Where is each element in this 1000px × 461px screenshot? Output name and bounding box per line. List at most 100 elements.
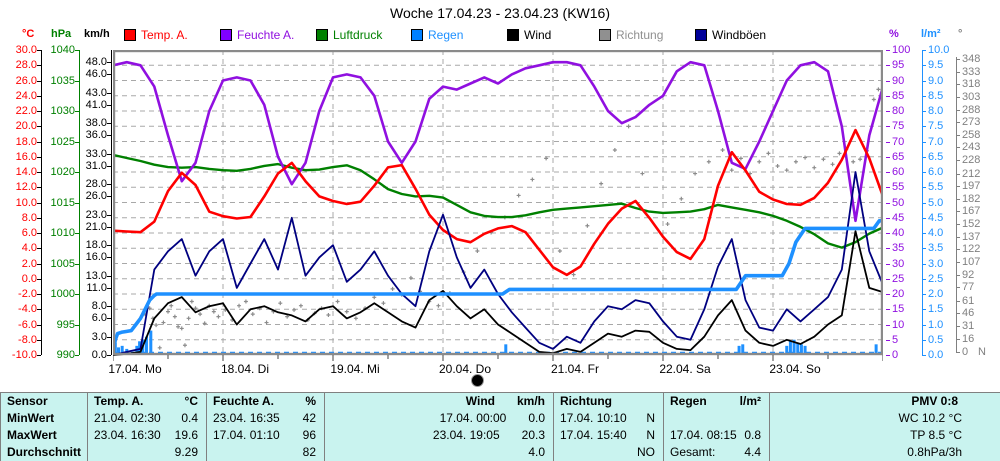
direction-marker [599, 181, 604, 186]
tick-mark [922, 233, 926, 234]
table-row: Durchschnitt [1, 444, 87, 461]
tick-mark [922, 202, 926, 204]
axis-degc-tick: 4.0 [21, 242, 37, 255]
tick-mark [37, 111, 41, 112]
tick-mark [37, 263, 41, 265]
direction-marker [803, 155, 808, 160]
axis-degc-tick: -2.0 [18, 288, 37, 300]
unit-deg-label: ° [958, 28, 963, 40]
direction-marker [292, 307, 297, 312]
tick-mark [886, 324, 890, 326]
direction-marker [179, 326, 184, 331]
axis-kmh-tick: 41.0 [85, 98, 107, 111]
axis-lpm2-tick: 3.0 [928, 257, 944, 270]
rain-bar [117, 347, 120, 355]
axis-pct-tick: 5 [892, 333, 899, 346]
axis-kmh-tick: 36.0 [85, 129, 107, 142]
axis-lpm2-tick: 8.5 [928, 89, 944, 102]
tick-mark [37, 355, 41, 356]
tick-mark [922, 65, 926, 67]
series-feuchte-line [111, 60, 885, 223]
direction-marker [326, 312, 331, 317]
axis-pct-tick: 45 [892, 211, 905, 224]
tick-mark [886, 309, 890, 311]
avg-value: 82 [302, 445, 316, 459]
tick-mark [75, 80, 79, 82]
direction-marker [585, 223, 590, 228]
direction-marker [851, 159, 856, 164]
legend-swatch [507, 29, 519, 41]
tick-mark [922, 339, 926, 341]
direction-marker [775, 163, 780, 168]
axis-pct-tick: 40 [892, 227, 905, 239]
table-row: Temp. A. °C [88, 393, 206, 410]
axis-hpa-tick: 1020 [50, 166, 75, 178]
direction-marker [784, 168, 789, 173]
direction-marker [821, 157, 826, 162]
axis-hpa-tick: 1035 [50, 74, 75, 87]
direction-marker [169, 303, 174, 308]
axis-degc-tick: 12.0 [15, 181, 37, 194]
tick-mark [956, 300, 960, 302]
direction-marker [665, 222, 670, 227]
table-row: WC 10.2 °C [770, 410, 1000, 427]
direction-marker [408, 275, 413, 280]
tick-mark [956, 352, 960, 353]
direction-marker [211, 309, 216, 314]
tick-mark [886, 80, 890, 82]
legend-label: Feuchte A. [237, 28, 295, 42]
max-value: 19.6 [174, 428, 198, 442]
axis-line [956, 57, 957, 353]
rain-bar [796, 342, 800, 355]
axis-pct-tick: 70 [892, 135, 905, 148]
column-unit: °C [184, 394, 198, 408]
axis-degc-tick: 6.0 [21, 227, 37, 239]
tick-mark [956, 287, 960, 289]
tick-mark [75, 172, 79, 173]
axis-kmh-tick: 28.0 [85, 178, 107, 191]
axis-degc-tick: 8.0 [21, 211, 37, 224]
axis-kmh-tick: 8.0 [91, 300, 107, 313]
table-row: PMV 0:8 [770, 393, 1000, 410]
axis-lpm2-tick: 2.0 [928, 288, 944, 300]
axis-pct-tick: 85 [892, 89, 905, 102]
tick-mark [107, 92, 111, 94]
direction-marker [154, 323, 159, 328]
axis-degc-tick: -4.0 [18, 303, 37, 316]
legend-label: Windböen [712, 28, 767, 42]
max-when: 17.04. 15:40 [560, 428, 627, 442]
direction-marker [766, 151, 771, 156]
tick-mark [107, 336, 111, 338]
tick-mark [922, 278, 926, 280]
axis-degc-tick: 18.0 [15, 135, 37, 148]
axis-lpm2-tick: 0.5 [928, 333, 944, 346]
direction-marker [571, 272, 576, 277]
tick-mark [886, 217, 890, 219]
direction-marker [640, 171, 645, 176]
tick-mark [956, 84, 960, 86]
axis-kmh-tick: 26.0 [85, 190, 107, 203]
unit-pct-label: % [889, 28, 899, 40]
rain-bar [792, 339, 796, 355]
axis-pct-tick: 50 [892, 196, 905, 209]
direction-marker [706, 159, 711, 164]
direction-marker [285, 314, 290, 319]
axis-pct-tick: 25 [892, 272, 905, 285]
legend-item-windb-en: Windböen [695, 28, 767, 42]
tick-mark [922, 294, 926, 295]
series-wind-line [112, 230, 884, 356]
x-day-label: 22.04. Sa [659, 362, 711, 376]
axis-lpm2-tick: 5.0 [928, 196, 944, 209]
axis-lpm2-tick: 8.0 [928, 105, 944, 117]
max-value: N [646, 428, 655, 442]
tick-mark [75, 263, 79, 265]
direction-marker [335, 299, 340, 304]
tick-mark [886, 339, 890, 341]
tick-mark [922, 263, 926, 265]
direction-marker [693, 171, 698, 176]
tick-mark [37, 248, 41, 250]
rain-bar [149, 330, 153, 355]
table-row: 17.04. 01:10 96 [207, 427, 324, 444]
direction-marker [876, 87, 881, 92]
axis-kmh-tick: 16.0 [85, 251, 107, 264]
